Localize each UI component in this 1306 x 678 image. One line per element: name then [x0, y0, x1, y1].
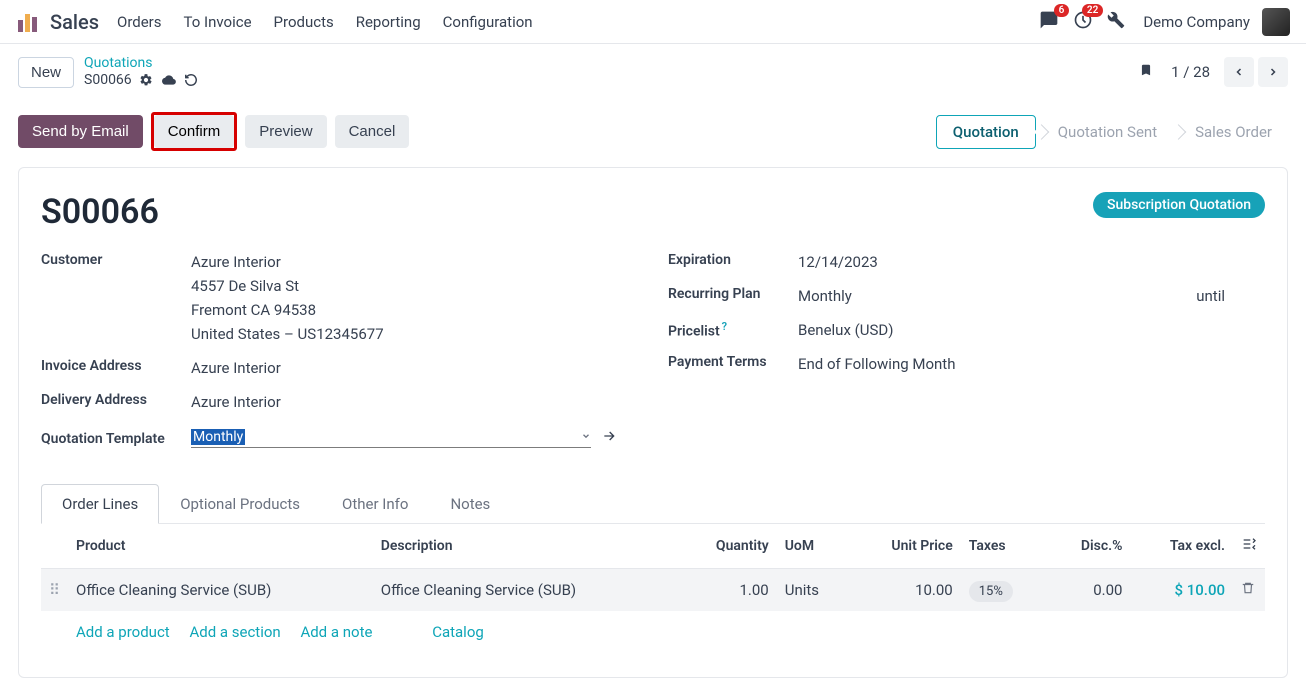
form-tabs: Order Lines Optional Products Other Info…: [41, 484, 1265, 524]
app-logo-icon: [16, 10, 40, 34]
top-nav: Sales Orders To Invoice Products Reporti…: [0, 0, 1306, 44]
messages-icon[interactable]: 6: [1039, 10, 1059, 34]
pager-text: 1 / 28: [1171, 63, 1210, 81]
order-title: S00066: [41, 192, 159, 232]
label-pricelist: Pricelist?: [668, 318, 798, 340]
form-left-col: Customer Azure Interior 4557 De Silva St…: [41, 250, 638, 458]
label-customer: Customer: [41, 250, 191, 268]
cell-description[interactable]: Office Cleaning Service (SUB): [373, 569, 678, 612]
label-delivery-addr: Delivery Address: [41, 390, 191, 408]
col-unit-price: Unit Price: [849, 524, 960, 569]
add-product-link[interactable]: Add a product: [76, 623, 170, 641]
form-right-col: Expiration 12/14/2023 Recurring Plan Mon…: [668, 250, 1265, 458]
cell-quantity[interactable]: 1.00: [678, 569, 777, 612]
nav-configuration[interactable]: Configuration: [443, 13, 533, 31]
table-row[interactable]: ⠿ Office Cleaning Service (SUB) Office C…: [41, 569, 1265, 612]
nav-to-invoice[interactable]: To Invoice: [184, 13, 252, 31]
control-row: New Quotations S00066 1 / 28: [0, 44, 1306, 100]
col-quantity: Quantity: [678, 524, 777, 569]
send-email-button[interactable]: Send by Email: [18, 115, 143, 148]
col-uom: UoM: [777, 524, 850, 569]
drag-handle-icon[interactable]: ⠿: [41, 569, 68, 612]
col-tax-excl: Tax excl.: [1130, 524, 1233, 569]
company-name[interactable]: Demo Company: [1143, 13, 1250, 31]
messages-badge: 6: [1054, 4, 1070, 17]
label-payment-terms: Payment Terms: [668, 352, 798, 370]
add-section-link[interactable]: Add a section: [189, 623, 280, 641]
status-stages: Quotation Quotation Sent Sales Order: [930, 115, 1288, 149]
cell-uom[interactable]: Units: [777, 569, 850, 612]
label-expiration: Expiration: [668, 250, 798, 268]
col-taxes: Taxes: [961, 524, 1048, 569]
col-product: Product: [68, 524, 373, 569]
activities-icon[interactable]: 22: [1073, 10, 1093, 34]
cell-tax-excl: $ 10.00: [1130, 569, 1233, 612]
confirm-button[interactable]: Confirm: [154, 115, 235, 148]
tab-order-lines[interactable]: Order Lines: [41, 484, 159, 523]
activities-badge: 22: [1082, 4, 1103, 17]
col-disc: Disc.%: [1047, 524, 1130, 569]
user-avatar[interactable]: [1262, 8, 1290, 36]
external-link-icon[interactable]: [601, 428, 617, 448]
pager-prev[interactable]: [1224, 57, 1254, 87]
cancel-button[interactable]: Cancel: [335, 115, 410, 148]
action-bar: Send by Email Confirm Preview Cancel Quo…: [0, 100, 1306, 167]
order-lines-table: Product Description Quantity UoM Unit Pr…: [41, 524, 1265, 653]
nav-reporting[interactable]: Reporting: [356, 13, 421, 31]
tab-notes[interactable]: Notes: [429, 484, 511, 523]
value-delivery-addr[interactable]: Azure Interior: [191, 390, 281, 414]
add-note-link[interactable]: Add a note: [300, 623, 372, 641]
breadcrumb-parent[interactable]: Quotations: [84, 55, 198, 72]
value-invoice-addr[interactable]: Azure Interior: [191, 356, 281, 380]
value-customer[interactable]: Azure Interior 4557 De Silva St Fremont …: [191, 250, 384, 346]
label-template: Quotation Template: [41, 429, 191, 447]
nav-products[interactable]: Products: [274, 13, 334, 31]
stage-sent[interactable]: Quotation Sent: [1042, 116, 1173, 148]
cloud-icon[interactable]: [161, 73, 177, 87]
col-settings[interactable]: [1233, 524, 1265, 569]
value-pricelist[interactable]: Benelux (USD): [798, 318, 893, 342]
stage-quotation[interactable]: Quotation: [936, 115, 1036, 149]
value-recurring[interactable]: Monthly until: [798, 284, 1265, 308]
tools-icon[interactable]: [1107, 11, 1125, 33]
tab-other-info[interactable]: Other Info: [321, 484, 429, 523]
preview-button[interactable]: Preview: [245, 115, 326, 148]
gear-icon[interactable]: [139, 73, 153, 87]
pager-next[interactable]: [1258, 57, 1288, 87]
catalog-link[interactable]: Catalog: [432, 623, 484, 641]
value-expiration[interactable]: 12/14/2023: [798, 250, 878, 274]
form-card: S00066 Subscription Quotation Customer A…: [18, 167, 1288, 678]
breadcrumb: Quotations S00066: [84, 55, 198, 89]
tab-optional-products[interactable]: Optional Products: [159, 484, 321, 523]
cell-taxes[interactable]: 15%: [961, 569, 1048, 612]
breadcrumb-current: S00066: [84, 72, 132, 88]
col-description: Description: [373, 524, 678, 569]
pager: 1 / 28: [1171, 57, 1288, 87]
new-button[interactable]: New: [18, 57, 74, 88]
value-payment-terms[interactable]: End of Following Month: [798, 352, 955, 376]
chevron-down-icon: [581, 429, 591, 445]
undo-icon[interactable]: [184, 73, 198, 87]
cell-unit-price[interactable]: 10.00: [849, 569, 960, 612]
stage-order[interactable]: Sales Order: [1179, 116, 1288, 148]
template-select[interactable]: Monthly: [191, 429, 591, 448]
label-recurring: Recurring Plan: [668, 284, 798, 302]
cell-disc[interactable]: 0.00: [1047, 569, 1130, 612]
subscription-badge: Subscription Quotation: [1093, 192, 1265, 218]
confirm-highlight: Confirm: [151, 112, 238, 151]
delete-row-icon[interactable]: [1233, 569, 1265, 612]
nav-orders[interactable]: Orders: [117, 13, 162, 31]
help-icon[interactable]: ?: [722, 320, 727, 333]
app-brand[interactable]: Sales: [50, 10, 99, 34]
cell-product[interactable]: Office Cleaning Service (SUB): [68, 569, 373, 612]
label-invoice-addr: Invoice Address: [41, 356, 191, 374]
bookmark-icon[interactable]: [1139, 61, 1153, 83]
